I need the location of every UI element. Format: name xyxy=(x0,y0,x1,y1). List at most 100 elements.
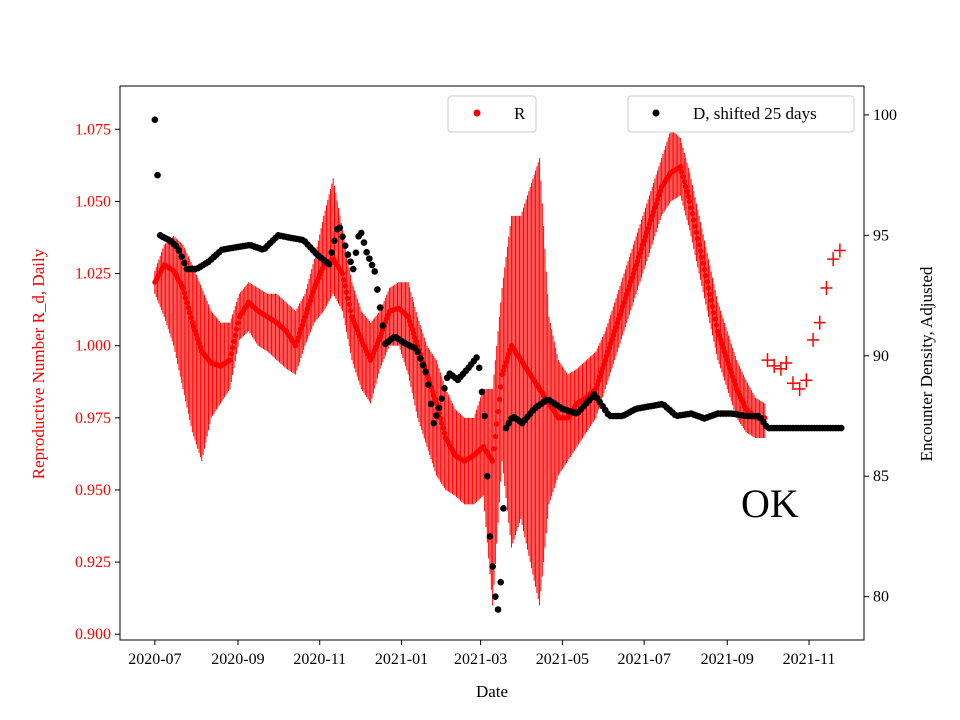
right-y-axis-label: Encounter Density, Adjusted xyxy=(917,266,936,461)
r-point xyxy=(195,336,201,342)
r-point xyxy=(687,198,693,205)
r-point xyxy=(695,235,701,242)
r-point xyxy=(652,204,658,211)
r-point xyxy=(616,316,622,322)
d-point xyxy=(154,171,161,179)
r-point xyxy=(339,270,346,277)
r-point xyxy=(630,270,637,277)
r-point xyxy=(595,378,602,384)
r-point xyxy=(617,312,623,318)
legend-r-label: R xyxy=(514,104,526,123)
r-point xyxy=(310,289,316,295)
r-point xyxy=(601,361,607,367)
d-point xyxy=(505,419,513,427)
r-point xyxy=(650,209,657,215)
r-point xyxy=(496,396,502,402)
r-point xyxy=(491,446,497,452)
r-point xyxy=(227,357,233,363)
r-error-bars xyxy=(154,129,766,606)
d-point xyxy=(481,412,488,420)
r-point xyxy=(657,188,663,194)
r-point xyxy=(504,355,511,361)
r-point xyxy=(730,374,736,380)
r-point xyxy=(728,369,734,376)
r-point xyxy=(622,295,628,301)
d-point xyxy=(371,268,379,275)
r-point xyxy=(683,183,689,190)
d-series xyxy=(151,116,845,613)
d-point xyxy=(484,472,491,480)
r-point xyxy=(197,344,204,350)
r-point xyxy=(294,338,300,345)
d-point xyxy=(175,247,183,254)
d-point xyxy=(489,563,496,570)
r-point xyxy=(681,179,687,185)
r-point xyxy=(405,314,411,320)
r-point xyxy=(684,188,690,195)
r-point xyxy=(345,295,351,301)
d-point xyxy=(366,255,373,262)
r-point xyxy=(648,217,654,223)
right-y-tick-label: 100 xyxy=(873,107,897,124)
r-series xyxy=(152,164,768,464)
d-point xyxy=(494,606,502,613)
r-point xyxy=(302,314,308,320)
r-point xyxy=(693,229,700,235)
r-point xyxy=(193,332,200,338)
d-point xyxy=(425,381,432,388)
r-point xyxy=(506,351,512,357)
r-point xyxy=(626,283,633,289)
r-point xyxy=(189,320,195,326)
r-point xyxy=(653,200,659,207)
r-point xyxy=(625,287,631,293)
left-y-tick-label: 1.075 xyxy=(75,121,111,138)
r-point xyxy=(185,305,191,311)
r-plus-marker xyxy=(768,358,781,373)
d-point xyxy=(376,304,384,311)
r-point xyxy=(295,334,301,341)
r-plus-marker xyxy=(786,376,799,391)
r-point xyxy=(492,433,498,439)
d-point xyxy=(475,364,483,372)
left-y-tick-label: 1.025 xyxy=(75,266,111,283)
r-point xyxy=(432,396,438,402)
d-point xyxy=(486,533,494,540)
d-point xyxy=(151,116,159,124)
r-point xyxy=(716,332,722,338)
left-y-axis: 0.900 0.925 0.950 0.975 1.000 1.025 1.050 1.075 xyxy=(75,121,120,643)
r-point xyxy=(297,330,303,336)
r-point xyxy=(346,301,352,308)
r-point xyxy=(679,169,685,175)
legend-r-marker xyxy=(473,109,481,117)
d-point xyxy=(344,251,352,258)
d-point xyxy=(416,355,424,362)
r-plus-marker xyxy=(774,361,787,376)
r-point xyxy=(711,310,717,316)
r-point xyxy=(431,392,437,398)
r-point xyxy=(696,242,702,248)
r-point xyxy=(196,340,202,346)
r-point xyxy=(230,345,236,351)
r-point xyxy=(187,310,193,316)
r-point xyxy=(606,345,612,351)
r-point xyxy=(228,351,234,357)
r-point xyxy=(605,349,611,355)
r-point xyxy=(703,273,709,279)
x-axis-label: Date xyxy=(476,682,508,701)
r-point xyxy=(413,338,419,345)
r-point xyxy=(232,332,238,338)
right-y-tick-label: 95 xyxy=(873,227,889,244)
r-point xyxy=(306,301,312,308)
x-tick-label: 2021-11 xyxy=(783,651,836,668)
r-point xyxy=(618,308,624,314)
r-point xyxy=(637,250,643,256)
d-point xyxy=(368,261,376,269)
r-point xyxy=(341,277,347,283)
d-point xyxy=(336,224,344,232)
r-point xyxy=(594,382,600,388)
r-point xyxy=(429,388,435,394)
r-point xyxy=(441,430,448,436)
d-point xyxy=(360,239,368,246)
d-point xyxy=(427,400,435,408)
r-plus-marker xyxy=(820,280,833,295)
